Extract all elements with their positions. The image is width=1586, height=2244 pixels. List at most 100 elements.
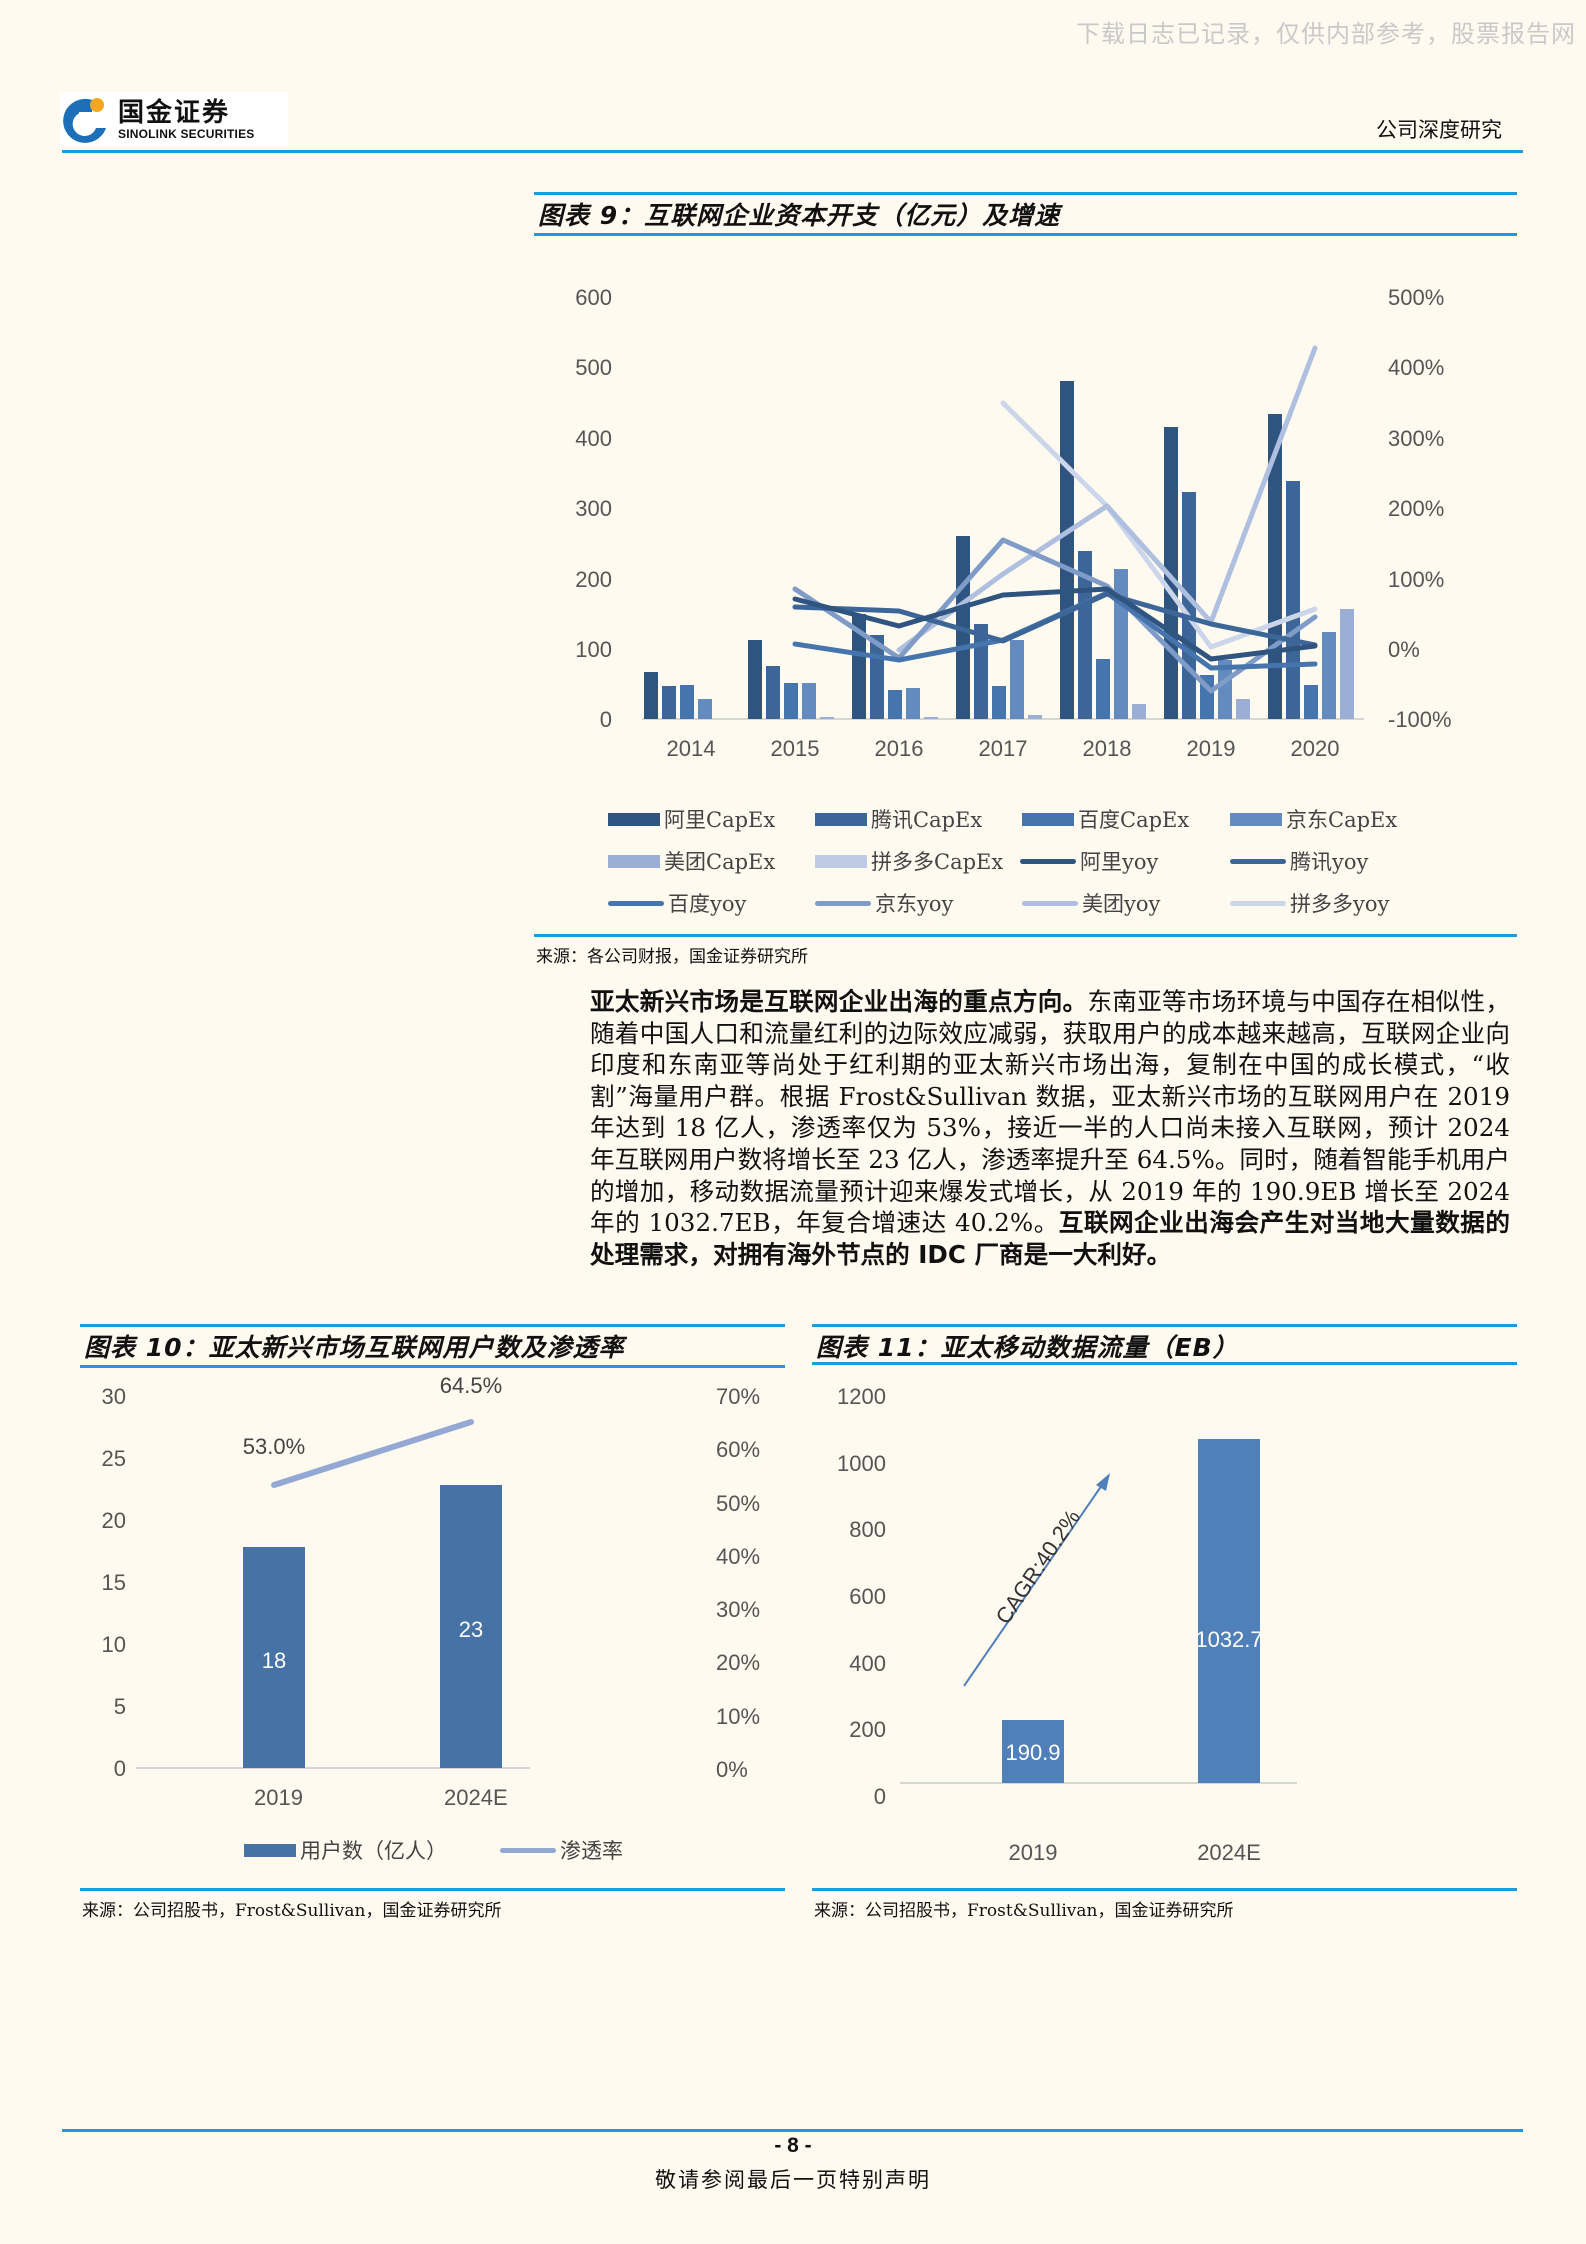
figure9-right-axis: 500% 400% 300% 200% 100% 0% -100% [1388, 285, 1452, 732]
figure10-top-rule [80, 1324, 785, 1327]
svg-text:23: 23 [459, 1617, 483, 1642]
disclaimer-note: 敬请参阅最后一页特别声明 [655, 2168, 931, 2192]
figure9-top-rule [534, 192, 1517, 195]
figure10-bottom-rule [80, 1888, 785, 1891]
svg-text:2017: 2017 [979, 736, 1028, 760]
svg-text:25: 25 [102, 1446, 126, 1471]
legend-item: 京东yoy [815, 888, 953, 918]
svg-text:10: 10 [102, 1632, 126, 1657]
svg-text:30%: 30% [716, 1597, 760, 1622]
legend-item: 阿里yoy [1020, 846, 1158, 876]
legend-item: 京东CapEx [1230, 804, 1397, 834]
svg-text:0%: 0% [1388, 637, 1420, 662]
svg-text:50%: 50% [716, 1491, 760, 1516]
svg-text:2024E: 2024E [1197, 1840, 1261, 1865]
svg-text:100: 100 [575, 637, 612, 662]
figure10-bar-2024e [440, 1485, 502, 1768]
svg-text:15: 15 [102, 1570, 126, 1595]
svg-text:2015: 2015 [771, 736, 820, 760]
svg-text:600: 600 [849, 1584, 886, 1609]
svg-text:1000: 1000 [837, 1451, 886, 1476]
figure10-source: 来源：公司招股书，Frost&Sullivan，国金证券研究所 [82, 1901, 502, 1921]
svg-text:53.0%: 53.0% [243, 1434, 305, 1459]
svg-text:40%: 40% [716, 1544, 760, 1569]
logo-english-name: SINOLINK SECURITIES [118, 127, 255, 141]
figure9-chart: 600 500 400 300 200 100 0 500% 400% 300%… [575, 285, 1452, 760]
svg-text:0: 0 [600, 707, 612, 732]
figure9-left-axis: 600 500 400 300 200 100 0 [575, 285, 612, 732]
svg-text:400: 400 [849, 1651, 886, 1676]
svg-text:200: 200 [575, 567, 612, 592]
figure10-right-axis: 70% 60% 50% 40% 30% 20% 10% 0% [716, 1384, 760, 1782]
figure9-title-rule [534, 233, 1517, 236]
figure10-left-axis: 30 25 20 15 10 5 0 [102, 1384, 126, 1781]
svg-text:300%: 300% [1388, 426, 1444, 451]
svg-text:0: 0 [114, 1756, 126, 1781]
logo-mark-icon [62, 94, 110, 146]
svg-text:500%: 500% [1388, 285, 1444, 310]
figure10-title-rule [80, 1365, 785, 1368]
svg-text:100%: 100% [1388, 567, 1444, 592]
svg-text:600: 600 [575, 285, 612, 310]
paragraph-lead: 亚太新兴市场是互联网企业出海的重点方向。 [590, 987, 1088, 1016]
legend-item: 腾讯CapEx [815, 804, 982, 834]
svg-text:60%: 60% [716, 1437, 760, 1462]
figure9-bottom-rule [534, 934, 1517, 937]
logo-chinese-name: 国金证券 [118, 98, 231, 128]
svg-text:10%: 10% [716, 1704, 760, 1729]
svg-text:2019: 2019 [1187, 736, 1236, 760]
figure9-title: 图表 9：互联网企业资本开支（亿元）及增速 [538, 201, 1061, 230]
svg-text:2019: 2019 [1009, 1840, 1058, 1865]
legend-item: 百度CapEx [1022, 804, 1189, 834]
paragraph-conclusion: 互联网企业出海会产生对当地大量数据的处理需求，对拥有海外节点的 IDC 厂商是一… [590, 1208, 1510, 1269]
svg-text:30: 30 [102, 1384, 126, 1409]
legend-item: 美团CapEx [608, 846, 775, 876]
figure10-legend-penetration: 渗透率 [500, 1835, 623, 1865]
figure9-source: 来源：各公司财报，国金证券研究所 [536, 947, 808, 967]
svg-text:5: 5 [114, 1694, 126, 1719]
figure10-penetration-line [271, 1419, 474, 1488]
svg-text:190.9: 190.9 [1005, 1740, 1060, 1765]
document-type: 公司深度研究 [1376, 118, 1502, 142]
figure10-chart: 30 25 20 15 10 5 0 70% 60% 50% 40% 30% 2… [102, 1375, 761, 1782]
svg-text:400%: 400% [1388, 355, 1444, 380]
legend-item: 阿里CapEx [608, 804, 775, 834]
legend-item: 腾讯yoy [1230, 846, 1368, 876]
cagr-annotation: CAGR:40.2% [990, 1505, 1085, 1628]
figure11-title-rule [812, 1362, 1517, 1365]
paragraph-body: 东南亚等市场环境与中国存在相似性，随着中国人口和流量红利的边际效应减弱，获取用户… [590, 987, 1510, 1238]
svg-text:20%: 20% [716, 1650, 760, 1675]
figure11-bar-2019 [1002, 1720, 1064, 1783]
svg-text:70%: 70% [716, 1384, 760, 1409]
svg-text:-100%: -100% [1388, 707, 1452, 732]
figure9-legend: 阿里CapEx 腾讯CapEx 百度CapEx 京东CapEx 美团CapEx … [600, 798, 1520, 928]
legend-item: 拼多多yoy [1230, 888, 1389, 918]
svg-text:2018: 2018 [1083, 736, 1132, 760]
svg-text:0%: 0% [716, 1757, 748, 1782]
footer-divider [62, 2129, 1523, 2132]
company-logo: 国金证券 SINOLINK SECURITIES [60, 92, 288, 148]
svg-text:300: 300 [575, 496, 612, 521]
figure11-chart: 1200 1000 800 600 400 200 0 190.9 1032.7… [837, 1384, 1297, 1865]
figure11-left-axis: 1200 1000 800 600 400 200 0 [837, 1384, 886, 1809]
svg-text:200: 200 [849, 1717, 886, 1742]
svg-text:2020: 2020 [1291, 736, 1340, 760]
body-paragraph: 亚太新兴市场是互联网企业出海的重点方向。东南亚等市场环境与中国存在相似性，随着中… [590, 986, 1510, 1270]
svg-text:1200: 1200 [837, 1384, 886, 1409]
svg-text:500: 500 [575, 355, 612, 380]
svg-text:1032.7: 1032.7 [1195, 1627, 1262, 1652]
svg-text:20: 20 [102, 1508, 126, 1533]
cagr-arrow-icon [963, 1484, 1103, 1687]
figure9-x-axis: 2014 2015 2016 2017 2018 2019 2020 [667, 736, 1340, 760]
svg-text:0: 0 [874, 1784, 886, 1809]
svg-text:200%: 200% [1388, 496, 1444, 521]
legend-item: 拼多多CapEx [815, 846, 1003, 876]
svg-text:18: 18 [262, 1648, 286, 1673]
figure11-source: 来源：公司招股书，Frost&Sullivan，国金证券研究所 [814, 1901, 1234, 1921]
figure11-x-axis: 2019 2024E [1009, 1840, 1261, 1865]
figure11-bar-2024e [1198, 1439, 1260, 1783]
svg-text:64.5%: 64.5% [440, 1375, 502, 1398]
figure11-title: 图表 11：亚太移动数据流量（EB） [816, 1333, 1239, 1362]
figure9-lines [792, 345, 1318, 694]
figure11-bottom-rule [812, 1888, 1517, 1891]
